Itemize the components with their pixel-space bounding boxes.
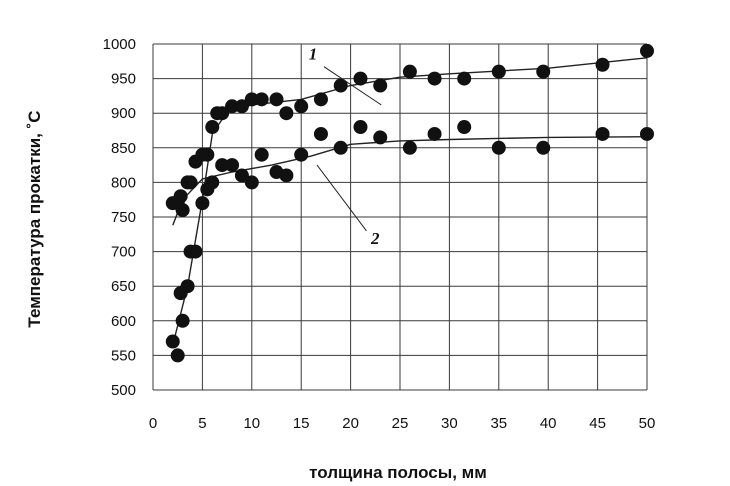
x-tick-label-5: 25 <box>392 415 409 432</box>
point-series-2-26 <box>536 140 551 155</box>
point-series-1-24 <box>427 71 442 86</box>
point-series-2-3 <box>175 203 190 218</box>
point-series-1-29 <box>640 43 654 58</box>
y-tick-label-6: 800 <box>111 174 136 191</box>
point-series-1-7 <box>195 196 210 211</box>
annotation-1: 1 <box>309 45 318 64</box>
leader-line-1 <box>323 66 382 106</box>
x-tick-labels: 0 5 10 15 20 25 30 35 40 45 50 <box>149 415 656 432</box>
y-tick-label-7: 850 <box>111 140 136 157</box>
point-series-2-20 <box>353 120 368 135</box>
point-series-1-12 <box>225 99 240 114</box>
point-series-1-3 <box>175 313 190 328</box>
point-series-2-13 <box>244 175 259 190</box>
point-series-2-10 <box>215 158 230 173</box>
point-series-1-14 <box>244 92 259 107</box>
point-series-2-12 <box>234 168 249 183</box>
x-tick-label-3: 15 <box>293 415 310 432</box>
x-tick-label-7: 35 <box>490 415 507 432</box>
point-series-2-5 <box>183 175 198 190</box>
point-series-1-22 <box>373 78 388 93</box>
y-tick-label-9: 950 <box>111 71 136 88</box>
y-tick-label-5: 750 <box>111 209 136 226</box>
point-series-2-28 <box>640 126 654 141</box>
point-series-1-27 <box>536 64 551 79</box>
point-series-1-19 <box>313 92 328 107</box>
point-series-2-7 <box>195 147 210 162</box>
annotation-2: 2 <box>370 229 380 248</box>
point-series-1-16 <box>269 92 284 107</box>
x-tick-label-4: 20 <box>342 415 359 432</box>
point-series-1-23 <box>402 64 417 79</box>
point-series-2-11 <box>225 158 240 173</box>
point-series-2-18 <box>313 126 328 141</box>
point-series-2-27 <box>595 126 610 141</box>
y-tick-label-0: 500 <box>111 382 136 399</box>
point-series-1-13 <box>234 99 249 114</box>
point-series-1-18 <box>294 99 309 114</box>
point-series-1-6 <box>188 244 203 259</box>
x-tick-label-9: 45 <box>589 415 606 432</box>
point-series-1-26 <box>491 64 506 79</box>
point-series-1-21 <box>353 71 368 86</box>
x-tick-label-2: 10 <box>243 415 260 432</box>
curve-annotations: 12 <box>309 45 382 248</box>
x-tick-label-1: 5 <box>198 415 206 432</box>
y-tick-label-4: 700 <box>111 244 136 261</box>
y-tick-label-10: 1000 <box>103 36 136 53</box>
point-series-2-25 <box>491 140 506 155</box>
point-series-1-25 <box>457 71 472 86</box>
x-tick-label-8: 40 <box>540 415 557 432</box>
y-tick-label-1: 550 <box>111 347 136 364</box>
point-series-1-11 <box>215 106 230 121</box>
point-series-2-23 <box>427 126 442 141</box>
point-series-1-0 <box>165 334 180 349</box>
y-tick-label-2: 600 <box>111 313 136 330</box>
point-series-1-15 <box>254 92 269 107</box>
point-series-1-17 <box>279 106 294 121</box>
point-series-2-24 <box>457 120 472 135</box>
point-series-1-28 <box>595 57 610 72</box>
point-series-2-16 <box>279 168 294 183</box>
y-axis-title: Температура прокатки, ˚С <box>25 110 44 327</box>
point-series-1-1 <box>170 348 185 363</box>
point-series-2-21 <box>373 130 388 145</box>
y-tick-label-8: 900 <box>111 105 136 122</box>
x-tick-label-10: 50 <box>639 415 656 432</box>
point-series-2-2 <box>173 189 188 204</box>
point-series-2-22 <box>402 140 417 155</box>
point-series-1-4 <box>180 279 195 294</box>
chart-grid <box>152 43 648 391</box>
point-series-1-9 <box>205 120 220 135</box>
x-tick-label-0: 0 <box>149 415 157 432</box>
point-series-2-14 <box>254 147 269 162</box>
point-series-2-17 <box>294 147 309 162</box>
point-series-1-20 <box>333 78 348 93</box>
data-points <box>165 43 654 363</box>
x-tick-label-6: 30 <box>441 415 458 432</box>
y-tick-labels: 500 550 600 650 700 750 800 850 900 950 1000 <box>103 36 136 399</box>
x-axis-title: толщина полосы, мм <box>309 463 487 482</box>
leader-line-2 <box>316 164 367 232</box>
point-series-2-19 <box>333 140 348 155</box>
y-tick-label-3: 650 <box>111 278 136 295</box>
point-series-2-9 <box>205 175 220 190</box>
